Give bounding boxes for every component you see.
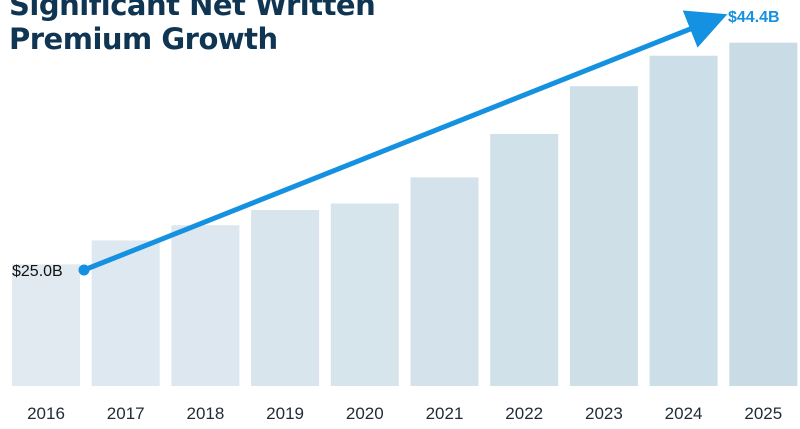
x-axis-ticks: 2016 2017 2018 2019 2020 2021 2022 2023 2024 2025 — [27, 404, 782, 423]
bar-2016 — [12, 264, 80, 386]
bar-2019 — [251, 210, 320, 386]
bar-2020 — [330, 203, 399, 386]
x-tick-2021: 2021 — [426, 404, 464, 423]
bar-2018 — [171, 225, 240, 386]
x-tick-2022: 2022 — [505, 404, 543, 423]
x-tick-2018: 2018 — [186, 404, 224, 423]
trend-line — [81, 10, 728, 273]
x-tick-2017: 2017 — [107, 404, 145, 423]
trend-end-label: $44.4B — [728, 9, 780, 26]
chart-title: Significant Net Written Premium Growth — [9, 0, 429, 56]
chart-title-line-2: Premium Growth — [9, 22, 278, 56]
bar-2025 — [729, 42, 798, 387]
bar-2024 — [649, 55, 718, 386]
bar-2022 — [490, 133, 559, 386]
x-tick-2023: 2023 — [585, 404, 623, 423]
x-tick-2020: 2020 — [346, 404, 384, 423]
bar-2021 — [410, 177, 479, 386]
trend-start-label: $25.0B — [12, 263, 63, 280]
x-tick-2025: 2025 — [744, 404, 782, 423]
bar-series — [12, 42, 798, 387]
bar-2023 — [569, 86, 638, 387]
trend-overlay: $25.0B $44.4B — [12, 9, 780, 280]
x-tick-2019: 2019 — [266, 404, 304, 423]
chart-title-line-1: Significant Net Written — [9, 0, 376, 22]
x-tick-2024: 2024 — [665, 404, 703, 423]
trend-start-marker — [78, 264, 90, 276]
x-tick-2016: 2016 — [27, 404, 65, 423]
